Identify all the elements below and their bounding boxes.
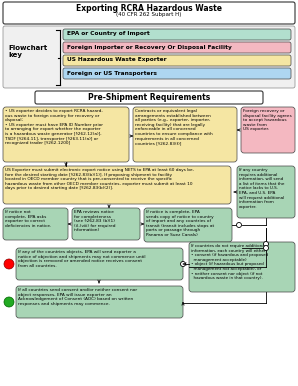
FancyBboxPatch shape	[133, 107, 237, 162]
Text: US Exporter must submit electronic export notice using NETS to EPA at least 60 d: US Exporter must submit electronic expor…	[5, 168, 194, 190]
Text: Exporting RCRA Hazardous Waste: Exporting RCRA Hazardous Waste	[76, 4, 222, 13]
FancyBboxPatch shape	[3, 107, 129, 162]
Text: EPA reviews notice
for completeness
(see §262.83 (b)(1)
(i)-(viii) for required
: EPA reviews notice for completeness (see…	[74, 210, 116, 232]
FancyBboxPatch shape	[189, 242, 295, 292]
Text: US Hazardous Waste Exporter: US Hazardous Waste Exporter	[67, 58, 167, 63]
Circle shape	[237, 222, 241, 227]
Text: If notice is complete, EPA
sends copy of notice to country
of import and any cou: If notice is complete, EPA sends copy of…	[146, 210, 214, 237]
FancyBboxPatch shape	[63, 55, 291, 66]
FancyBboxPatch shape	[16, 286, 183, 318]
Circle shape	[4, 259, 14, 269]
Text: Foreign recovery or
disposal facility agrees
to accept hazardous
waste from
US e: Foreign recovery or disposal facility ag…	[243, 109, 292, 131]
Circle shape	[263, 245, 268, 251]
Text: Flowchart
key: Flowchart key	[8, 45, 48, 58]
Text: If any country
requires additional
information, will send
a list of items that t: If any country requires additional infor…	[239, 168, 284, 209]
Text: EPA or Country of Import: EPA or Country of Import	[67, 32, 150, 37]
FancyBboxPatch shape	[3, 26, 295, 88]
Text: Pre-Shipment Requirements: Pre-Shipment Requirements	[88, 93, 210, 102]
FancyBboxPatch shape	[63, 29, 291, 40]
Circle shape	[263, 242, 268, 247]
FancyBboxPatch shape	[237, 166, 295, 218]
Circle shape	[181, 261, 185, 266]
FancyBboxPatch shape	[3, 166, 231, 204]
Text: Contracts or equivalent legal
arrangements established between
all parties (e.g.: Contracts or equivalent legal arrangemen…	[135, 109, 213, 145]
Circle shape	[4, 297, 14, 307]
FancyBboxPatch shape	[63, 68, 291, 79]
Text: If notice not
complete, EPA asks
exporter to correct
deficiencies in notice.: If notice not complete, EPA asks exporte…	[5, 210, 51, 228]
Text: If countries do not require additional
information, each country will either:
• : If countries do not require additional i…	[191, 244, 268, 280]
Text: (40 CFR 262 Subpart H): (40 CFR 262 Subpart H)	[116, 12, 182, 17]
Text: Foreign Importer or Recovery Or Disposal Facility: Foreign Importer or Recovery Or Disposal…	[67, 44, 232, 49]
FancyBboxPatch shape	[144, 208, 232, 242]
Text: • US exporter decides to export RCRA hazard-
ous waste to foreign country for re: • US exporter decides to export RCRA haz…	[5, 109, 103, 145]
FancyBboxPatch shape	[63, 42, 291, 53]
FancyBboxPatch shape	[16, 248, 183, 280]
Text: Foreign or US Transporters: Foreign or US Transporters	[67, 71, 157, 76]
FancyBboxPatch shape	[3, 208, 68, 240]
FancyBboxPatch shape	[72, 208, 140, 240]
FancyBboxPatch shape	[3, 2, 295, 24]
FancyBboxPatch shape	[35, 91, 263, 104]
FancyBboxPatch shape	[241, 107, 295, 153]
Text: If all countries send consent and/or neither consent nor
object responses, EPA w: If all countries send consent and/or nei…	[18, 288, 137, 306]
Text: If any of the countries objects, EPA will send exporter a
notice of objection an: If any of the countries objects, EPA wil…	[18, 250, 145, 268]
